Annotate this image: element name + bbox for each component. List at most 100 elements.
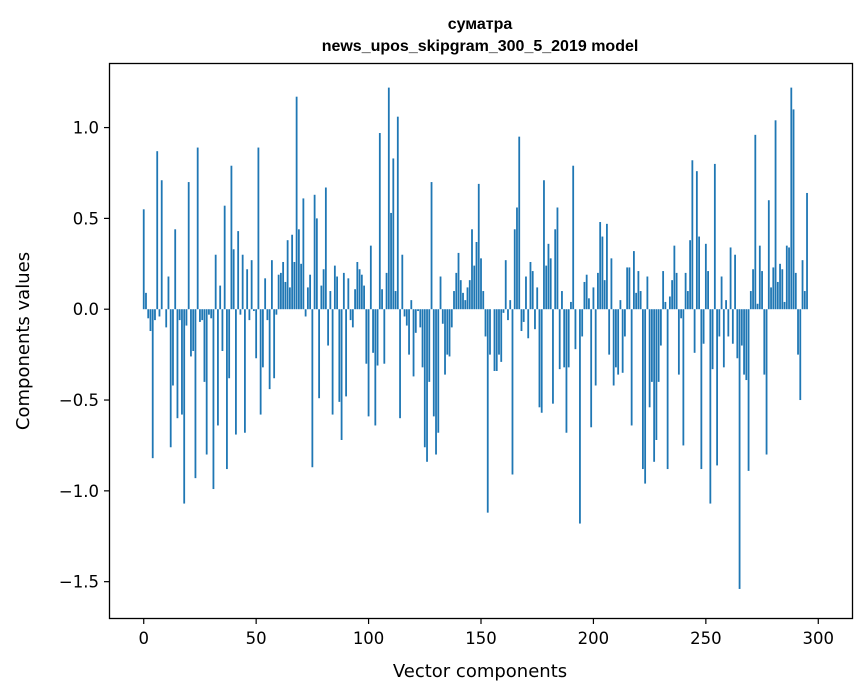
bar: [331, 309, 334, 415]
bar: [324, 187, 327, 310]
bar: [637, 271, 640, 310]
bar: [619, 300, 622, 310]
bar: [480, 258, 482, 310]
bar: [749, 291, 752, 310]
bar: [648, 309, 651, 408]
bar: [693, 309, 696, 353]
bar: [803, 291, 806, 310]
bar: [785, 245, 788, 310]
bar: [284, 281, 287, 310]
bar: [731, 309, 734, 344]
bar: [468, 280, 471, 310]
bar: [327, 309, 330, 346]
bar: [572, 165, 575, 310]
bar: [707, 271, 709, 310]
bar: [412, 309, 415, 377]
bar: [677, 309, 680, 375]
bar: [432, 309, 435, 417]
bar: [781, 269, 784, 310]
bar: [502, 309, 505, 313]
bar: [199, 309, 201, 322]
bar: [563, 309, 566, 368]
bar: [383, 309, 386, 364]
bar: [657, 309, 660, 382]
y-tick-label: 1.0: [73, 119, 99, 138]
bar: [516, 207, 518, 310]
bar: [423, 309, 426, 448]
bar: [655, 309, 658, 440]
bar: [570, 301, 572, 310]
bar: [356, 261, 359, 310]
bar: [686, 291, 689, 310]
bar: [293, 261, 296, 310]
bar: [534, 309, 536, 330]
bar: [320, 285, 323, 310]
bar: [659, 309, 662, 346]
bar: [219, 285, 222, 310]
bar: [711, 309, 714, 370]
bar: [772, 267, 775, 310]
bar: [482, 291, 485, 310]
bar: [588, 298, 590, 310]
bar: [378, 133, 381, 310]
bar: [345, 309, 347, 397]
bar: [223, 205, 226, 310]
bar: [788, 247, 790, 310]
x-tick-label: 50: [246, 629, 267, 648]
bar: [349, 309, 352, 321]
bar: [641, 309, 644, 470]
bar: [594, 309, 597, 386]
bar: [745, 309, 748, 381]
bar: [261, 309, 264, 368]
bar: [606, 223, 608, 310]
bar: [342, 272, 345, 310]
bar: [255, 309, 258, 359]
bar: [702, 309, 705, 344]
bar: [547, 243, 550, 310]
bar: [178, 309, 181, 321]
bar: [358, 269, 361, 310]
bar: [156, 151, 159, 310]
bar: [394, 291, 397, 310]
bar: [617, 309, 620, 375]
bar: [520, 309, 523, 332]
bar: [399, 309, 401, 419]
bar: [700, 309, 703, 470]
bar: [684, 272, 687, 310]
y-axis-label: Components values: [13, 252, 34, 430]
bar: [747, 309, 750, 471]
bar: [464, 300, 467, 310]
bar: [477, 183, 480, 310]
bar: [174, 229, 177, 310]
x-tick-label: 100: [353, 629, 385, 648]
bar: [246, 269, 249, 310]
chart-title-line1: суматра: [448, 16, 513, 33]
bar: [518, 136, 521, 310]
bar: [190, 309, 192, 357]
bar: [531, 271, 534, 310]
bar: [556, 207, 559, 310]
bar: [336, 276, 338, 310]
bar: [624, 309, 626, 337]
bar: [257, 147, 260, 310]
bar: [408, 309, 410, 355]
bar: [288, 287, 291, 310]
x-tick-label: 300: [803, 629, 835, 648]
bar: [459, 280, 462, 310]
bar: [275, 309, 278, 315]
bar: [444, 309, 446, 375]
bar: [264, 278, 267, 310]
bar: [185, 309, 188, 326]
plot-frame: [108, 62, 854, 620]
bar: [426, 309, 428, 462]
bar: [498, 309, 500, 355]
bar: [230, 165, 233, 310]
bar: [675, 272, 678, 310]
bar: [455, 272, 458, 310]
bar: [374, 309, 377, 426]
bar: [340, 309, 343, 440]
bar: [268, 309, 271, 390]
bar: [529, 261, 532, 310]
bar: [549, 258, 552, 310]
bar: [214, 254, 217, 310]
